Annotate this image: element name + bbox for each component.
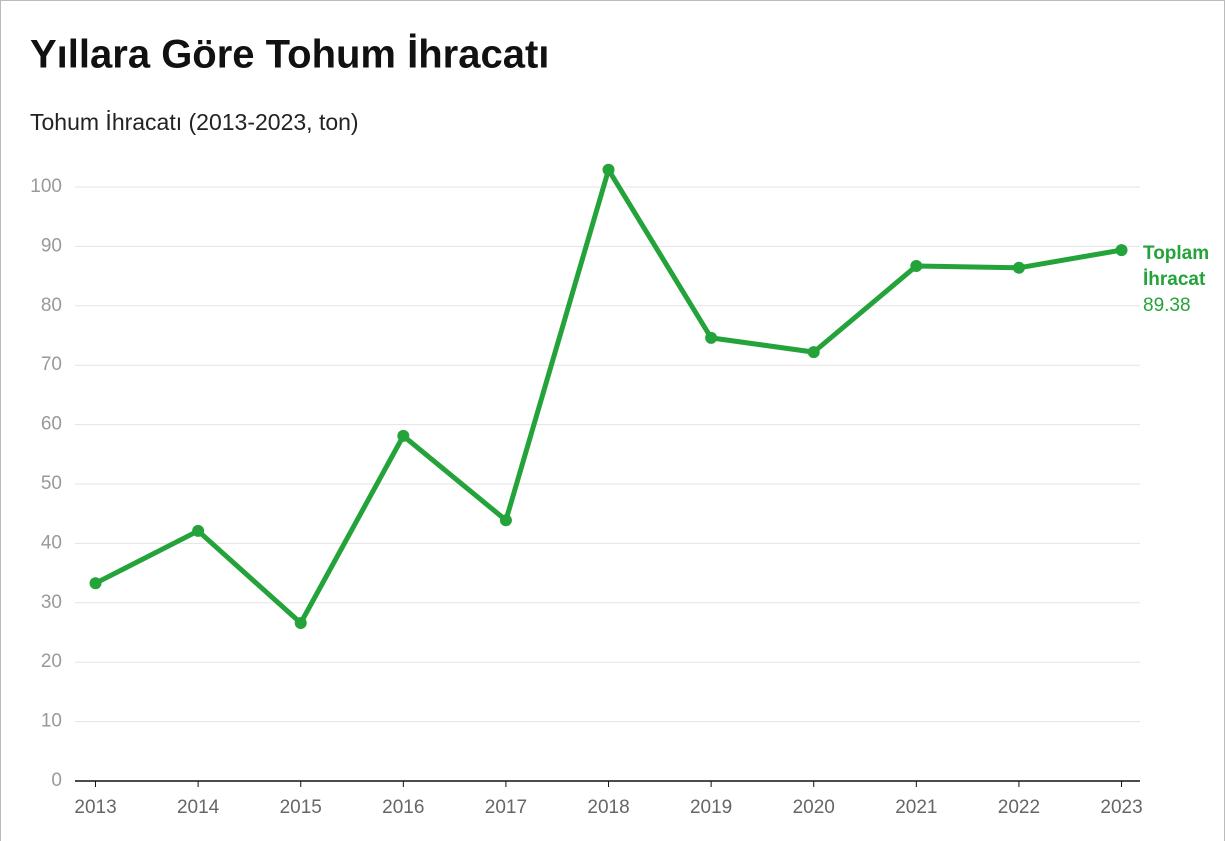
data-point	[705, 331, 718, 344]
data-point	[1115, 244, 1128, 257]
value-label: 89.38	[1143, 295, 1191, 316]
x-tick-label: 2013	[74, 797, 116, 818]
y-tick-label: 50	[41, 473, 62, 494]
data-point	[499, 514, 512, 527]
y-tick-label: 0	[51, 770, 62, 791]
x-tick-label: 2019	[690, 797, 732, 818]
y-tick-label: 20	[41, 651, 62, 672]
data-point	[89, 577, 102, 590]
y-tick-label: 90	[41, 235, 62, 256]
x-tick-label: 2017	[485, 797, 527, 818]
chart-subtitle: Tohum İhracatı (2013-2023, ton)	[30, 109, 359, 135]
y-tick-label: 100	[30, 176, 62, 197]
data-point	[1012, 261, 1025, 274]
data-point	[910, 260, 923, 273]
y-tick-label: 80	[41, 295, 62, 316]
data-point	[602, 163, 615, 176]
x-tick-label: 2014	[177, 797, 220, 818]
y-tick-label: 70	[41, 354, 62, 375]
x-tick-label: 2020	[793, 797, 835, 818]
data-point	[397, 429, 410, 442]
series-end-label: Toplam İhracat	[1143, 243, 1210, 290]
y-tick-label: 10	[41, 711, 62, 732]
data-point	[192, 524, 205, 537]
x-tick-label: 2021	[895, 797, 937, 818]
x-tick-label: 2016	[382, 797, 424, 818]
x-tick-label: 2022	[998, 797, 1040, 818]
series-line	[94, 167, 1122, 626]
y-tick-label: 40	[41, 532, 62, 553]
y-tick-label: 30	[41, 592, 62, 613]
data-point	[294, 616, 307, 629]
data-point	[807, 346, 820, 359]
x-tick-label: 2018	[587, 797, 629, 818]
chart-title: Yıllara Göre Tohum İhracatı	[30, 33, 549, 77]
x-tick-label: 2015	[280, 797, 322, 818]
x-tick-label: 2023	[1100, 797, 1142, 818]
y-tick-label: 60	[41, 414, 62, 435]
